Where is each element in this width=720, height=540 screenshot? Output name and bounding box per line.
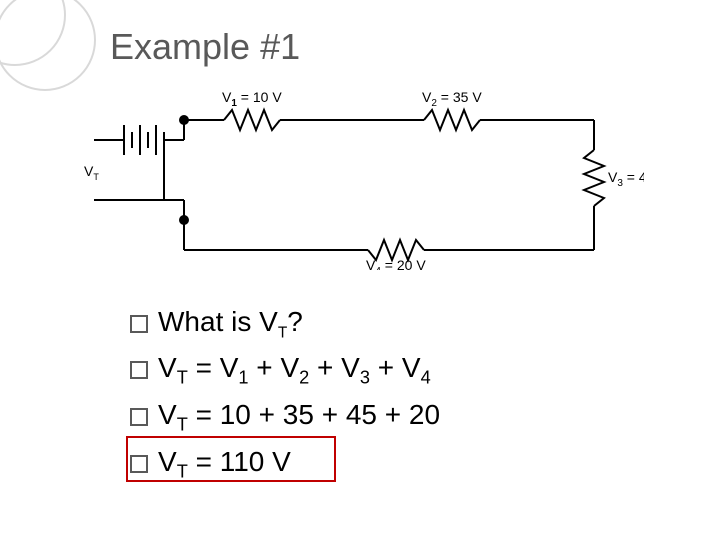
line-4: VT = 110 V (130, 440, 440, 487)
bullet-icon (130, 408, 148, 426)
r2-label: V2 = 35 V (422, 89, 482, 109)
bullet-icon (130, 315, 148, 333)
line-3: VT = 10 + 35 + 45 + 20 (130, 393, 440, 440)
bullet-icon (130, 455, 148, 473)
page-title: Example #1 (110, 26, 300, 68)
bullet-icon (130, 361, 148, 379)
r3-label: V3 = 45 V (608, 169, 644, 189)
circuit-diagram: VT V1 = 10 V V2 = 35 V V3 = 45 V V4 = 20… (84, 80, 644, 270)
line-2: VT = V1 + V2 + V3 + V4 (130, 346, 440, 393)
solution-text: What is VT? VT = V1 + V2 + V3 + V4 VT = … (130, 300, 440, 486)
line-1: What is VT? (130, 300, 440, 346)
source-label: VT (84, 163, 99, 182)
r4-label: V4 = 20 V (366, 257, 426, 270)
r1-label: V1 = 10 V (222, 89, 282, 109)
